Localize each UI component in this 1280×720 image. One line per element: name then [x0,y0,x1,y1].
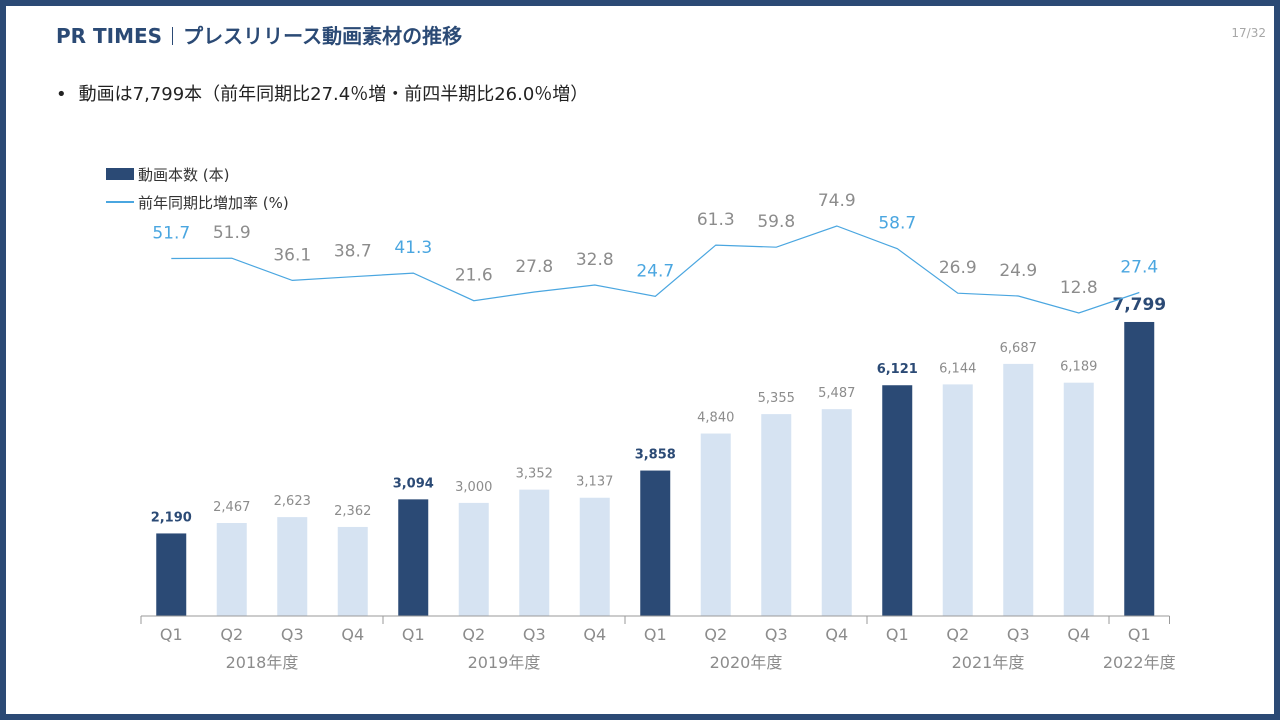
line-label-7: 32.8 [576,250,614,270]
group-label-3: 2021年度 [952,653,1025,672]
bar-2 [277,517,308,616]
group-label-0: 2018年度 [226,653,299,672]
legend-line-label: 前年同期比増加率 (%) [138,193,289,212]
bar-label-4: 3,094 [393,476,434,491]
line-label-16: 27.4 [1120,258,1158,278]
line-label-15: 12.8 [1060,278,1098,298]
x-tick-label-3: Q4 [341,625,364,644]
line-label-2: 36.1 [273,245,311,265]
x-tick-label-4: Q1 [402,625,425,644]
bar-label-3: 2,362 [334,504,371,519]
x-tick-label-9: Q2 [704,625,727,644]
legend-item-bars: 動画本数 (本) [106,160,289,188]
bar-label-12: 6,121 [877,362,918,377]
bar-8 [640,470,671,616]
x-tick-label-5: Q2 [462,625,485,644]
growth-line [171,225,1140,314]
bar-0 [156,533,187,616]
x-tick-label-8: Q1 [644,625,667,644]
bar-14 [1003,363,1034,616]
bar-label-10: 5,355 [758,391,795,406]
bar-label-14: 6,687 [1000,341,1037,356]
legend-item-line: 前年同期比増加率 (%) [106,188,289,216]
brand-name: PR TIMES [56,24,163,48]
bar-4 [398,499,429,616]
page-number: 17/32 [1231,26,1266,40]
bar-15 [1063,382,1094,616]
line-label-14: 24.9 [999,261,1037,281]
bar-label-11: 5,487 [818,386,855,401]
line-label-0: 51.7 [152,224,190,244]
summary-bullet: • 動画は7,799本（前年同期比27.4％増・前四半期比26.0％増） [56,80,588,106]
bar-label-7: 3,137 [576,475,613,490]
bar-label-16: 7,799 [1112,295,1166,315]
bar-label-0: 2,190 [151,510,192,525]
line-label-4: 41.3 [394,238,432,258]
slide-title: プレスリリース動画素材の推移 [183,24,463,48]
bar-11 [821,409,852,616]
x-tick-label-0: Q1 [160,625,183,644]
summary-text: 動画は7,799本（前年同期比27.4％増・前四半期比26.0％増） [78,84,589,105]
line-label-12: 58.7 [878,214,916,234]
line-label-9: 61.3 [697,210,735,230]
line-swatch-icon [106,201,134,203]
bar-7 [579,497,610,616]
bar-label-13: 6,144 [939,361,976,376]
bar-1 [216,522,247,616]
group-label-2: 2020年度 [710,653,783,672]
bar-label-1: 2,467 [213,500,250,515]
bar-label-8: 3,858 [635,448,676,463]
x-tick-label-15: Q4 [1067,625,1090,644]
x-tick-label-6: Q3 [523,625,546,644]
bar-3 [337,526,368,616]
x-tick-label-13: Q2 [946,625,969,644]
x-tick-label-11: Q4 [825,625,848,644]
page-title: PR TIMES プレスリリース動画素材の推移 [56,20,462,49]
bar-label-15: 6,189 [1060,360,1097,375]
bar-label-9: 4,840 [697,411,734,426]
line-label-8: 24.7 [636,261,674,281]
x-tick-label-1: Q2 [220,625,243,644]
line-label-10: 59.8 [757,212,795,232]
bar-label-2: 2,623 [274,494,311,509]
bar-16 [1124,321,1155,616]
line-label-1: 51.9 [213,223,251,243]
bar-6 [519,489,550,616]
line-label-13: 26.9 [939,258,977,278]
x-tick-label-14: Q3 [1007,625,1030,644]
title-divider [172,27,174,45]
chart-legend: 動画本数 (本) 前年同期比増加率 (%) [106,160,289,216]
group-label-4: 2022年度 [1103,653,1176,672]
x-tick-label-7: Q4 [583,625,606,644]
line-label-5: 21.6 [455,266,493,286]
bar-10 [761,414,792,616]
x-tick-label-12: Q1 [886,625,909,644]
bar-12 [882,385,913,616]
legend-bar-label: 動画本数 (本) [138,165,230,184]
bullet-dot-icon: • [56,84,67,105]
bar-label-6: 3,352 [516,467,553,482]
line-label-3: 38.7 [334,242,372,262]
x-tick-label-16: Q1 [1128,625,1151,644]
bar-label-5: 3,000 [455,480,492,495]
x-tick-label-10: Q3 [765,625,788,644]
bar-9 [700,433,731,616]
bar-swatch-icon [106,168,134,180]
bar-5 [458,502,489,616]
line-label-6: 27.8 [515,257,553,277]
x-tick-label-2: Q3 [281,625,304,644]
line-label-11: 74.9 [818,191,856,211]
bar-13 [942,384,973,616]
group-label-1: 2019年度 [468,653,541,672]
